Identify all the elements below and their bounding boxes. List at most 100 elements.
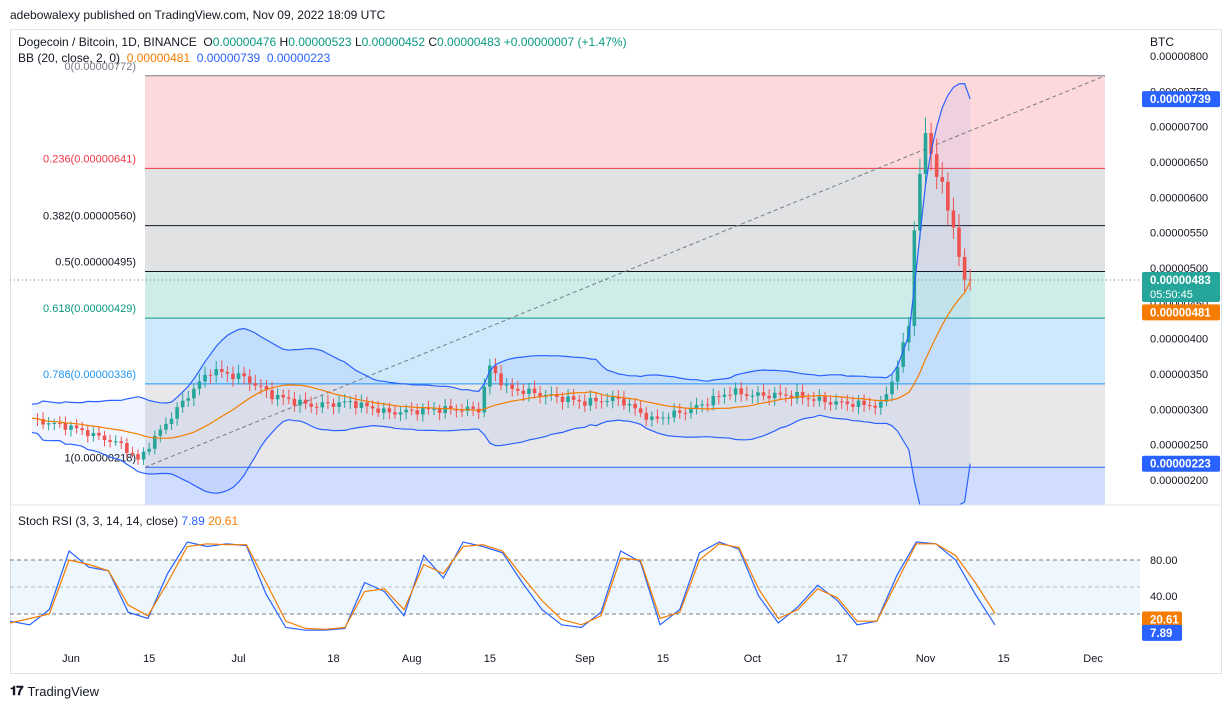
fib-label-0.618: 0.618(0.00000429) <box>43 303 136 315</box>
stoch-tag-k-bg <box>1142 624 1182 641</box>
candle-body <box>493 365 498 374</box>
stoch-axis-label: 40.00 <box>1150 591 1178 603</box>
bb-legend: BB (20, close, 2, 0) 0.00000481 0.000007… <box>18 51 330 65</box>
time-tick-label: Jun <box>62 653 80 665</box>
time-tick-label: 17 <box>836 653 848 665</box>
tag-last-price: 0.00000483 <box>1150 275 1211 287</box>
candle-body <box>314 406 319 408</box>
candle-body <box>376 408 380 413</box>
stoch-line-D <box>9 543 996 630</box>
candle-body <box>365 402 369 407</box>
candle-body <box>594 397 598 402</box>
fib-zone-0.618 <box>145 318 1105 384</box>
candle-body <box>644 412 649 420</box>
candle-body <box>253 383 258 386</box>
fib-trend-line <box>144 75 1106 468</box>
candle-body <box>705 404 710 406</box>
high-label: H <box>279 35 289 49</box>
candle-body <box>912 230 917 327</box>
open-value: 0.00000476 <box>212 35 277 49</box>
footer[interactable]: 𝟏𝟕 TradingView <box>10 683 99 699</box>
candle-body <box>404 409 408 413</box>
candle-body <box>929 133 933 155</box>
candle-body <box>471 406 475 409</box>
price-tick-label: 0.00000350 <box>1150 369 1208 381</box>
symbol-name: Dogecoin / Bitcoin, 1D, BINANCE <box>18 35 197 49</box>
candle-body <box>348 401 353 403</box>
candle-body <box>951 210 956 228</box>
candle-body <box>867 405 872 407</box>
candle-body <box>772 392 777 399</box>
candle-body <box>845 401 850 405</box>
candle-body <box>504 384 509 386</box>
candle-body <box>398 412 403 415</box>
candle-body <box>728 394 732 396</box>
candle-body <box>834 401 838 405</box>
time-tick-label: 15 <box>998 653 1010 665</box>
candle-body <box>91 432 96 437</box>
candle-body <box>164 423 168 430</box>
candle-body <box>448 405 453 410</box>
time-tick-label: Jul <box>232 653 246 665</box>
tag-bb-lower: 0.00000223 <box>1150 459 1211 471</box>
candle-body <box>225 371 230 374</box>
candle-body <box>186 398 191 401</box>
tag-bb-basis: 0.00000481 <box>1150 307 1211 319</box>
candle-body <box>52 422 57 424</box>
fib-label-0.786: 0.786(0.00000336) <box>43 369 136 381</box>
candle-body <box>633 403 637 409</box>
candle-body <box>113 441 118 443</box>
candle-body <box>409 409 414 411</box>
stoch-legend: Stoch RSI (3, 3, 14, 14, close) 7.89 20.… <box>18 514 238 528</box>
candle-body <box>638 408 643 413</box>
candle-body <box>125 443 129 453</box>
candle-body <box>41 419 45 425</box>
candle-body <box>739 388 743 395</box>
candle-body <box>940 176 945 182</box>
candle-body <box>231 373 235 380</box>
candle-body <box>298 399 302 406</box>
fib-zones <box>145 75 1105 505</box>
candle-body <box>236 373 241 380</box>
time-tick-label: 15 <box>143 653 155 665</box>
candle-body <box>627 403 632 406</box>
candle-body <box>934 154 939 177</box>
candle-body <box>918 173 922 231</box>
price-tick-label: 0.00000700 <box>1150 122 1208 134</box>
currency-label: BTC <box>1150 35 1174 49</box>
candle-body <box>337 402 341 407</box>
time-tick-label: Aug <box>402 653 422 665</box>
bollinger-upper <box>31 82 971 405</box>
candle-body <box>119 441 124 444</box>
fib-label-1: 1(0.00000218) <box>64 452 136 464</box>
candle-body <box>108 440 112 442</box>
candle-body <box>566 396 570 403</box>
candle-body <box>488 365 492 387</box>
fib-label-0.236: 0.236(0.00000641) <box>43 153 136 165</box>
time-tick-label: Oct <box>744 653 761 665</box>
stoch-d-value: 20.61 <box>208 514 239 528</box>
candle-body <box>873 405 878 408</box>
candle-body <box>387 408 392 413</box>
candle-body <box>923 133 928 174</box>
candle-body <box>97 432 101 436</box>
candle-body <box>102 435 107 441</box>
candle-body <box>778 392 783 395</box>
candle-body <box>270 390 274 400</box>
price-tick-label: 0.00000500 <box>1150 263 1208 275</box>
candle-body <box>666 417 671 419</box>
candle-body <box>192 388 196 399</box>
candle-body <box>499 373 503 386</box>
candle-body <box>884 394 889 402</box>
candle-body <box>516 388 520 391</box>
candle-body <box>214 368 219 376</box>
candle-body <box>158 429 163 436</box>
price-tick-label: 0.00000300 <box>1150 404 1208 416</box>
candle-body <box>962 256 967 280</box>
candle-body <box>259 385 263 387</box>
price-tick-label: 0.00000400 <box>1150 334 1208 346</box>
candle-body <box>828 402 833 405</box>
candle-body <box>242 373 246 377</box>
candle-body <box>689 408 693 414</box>
